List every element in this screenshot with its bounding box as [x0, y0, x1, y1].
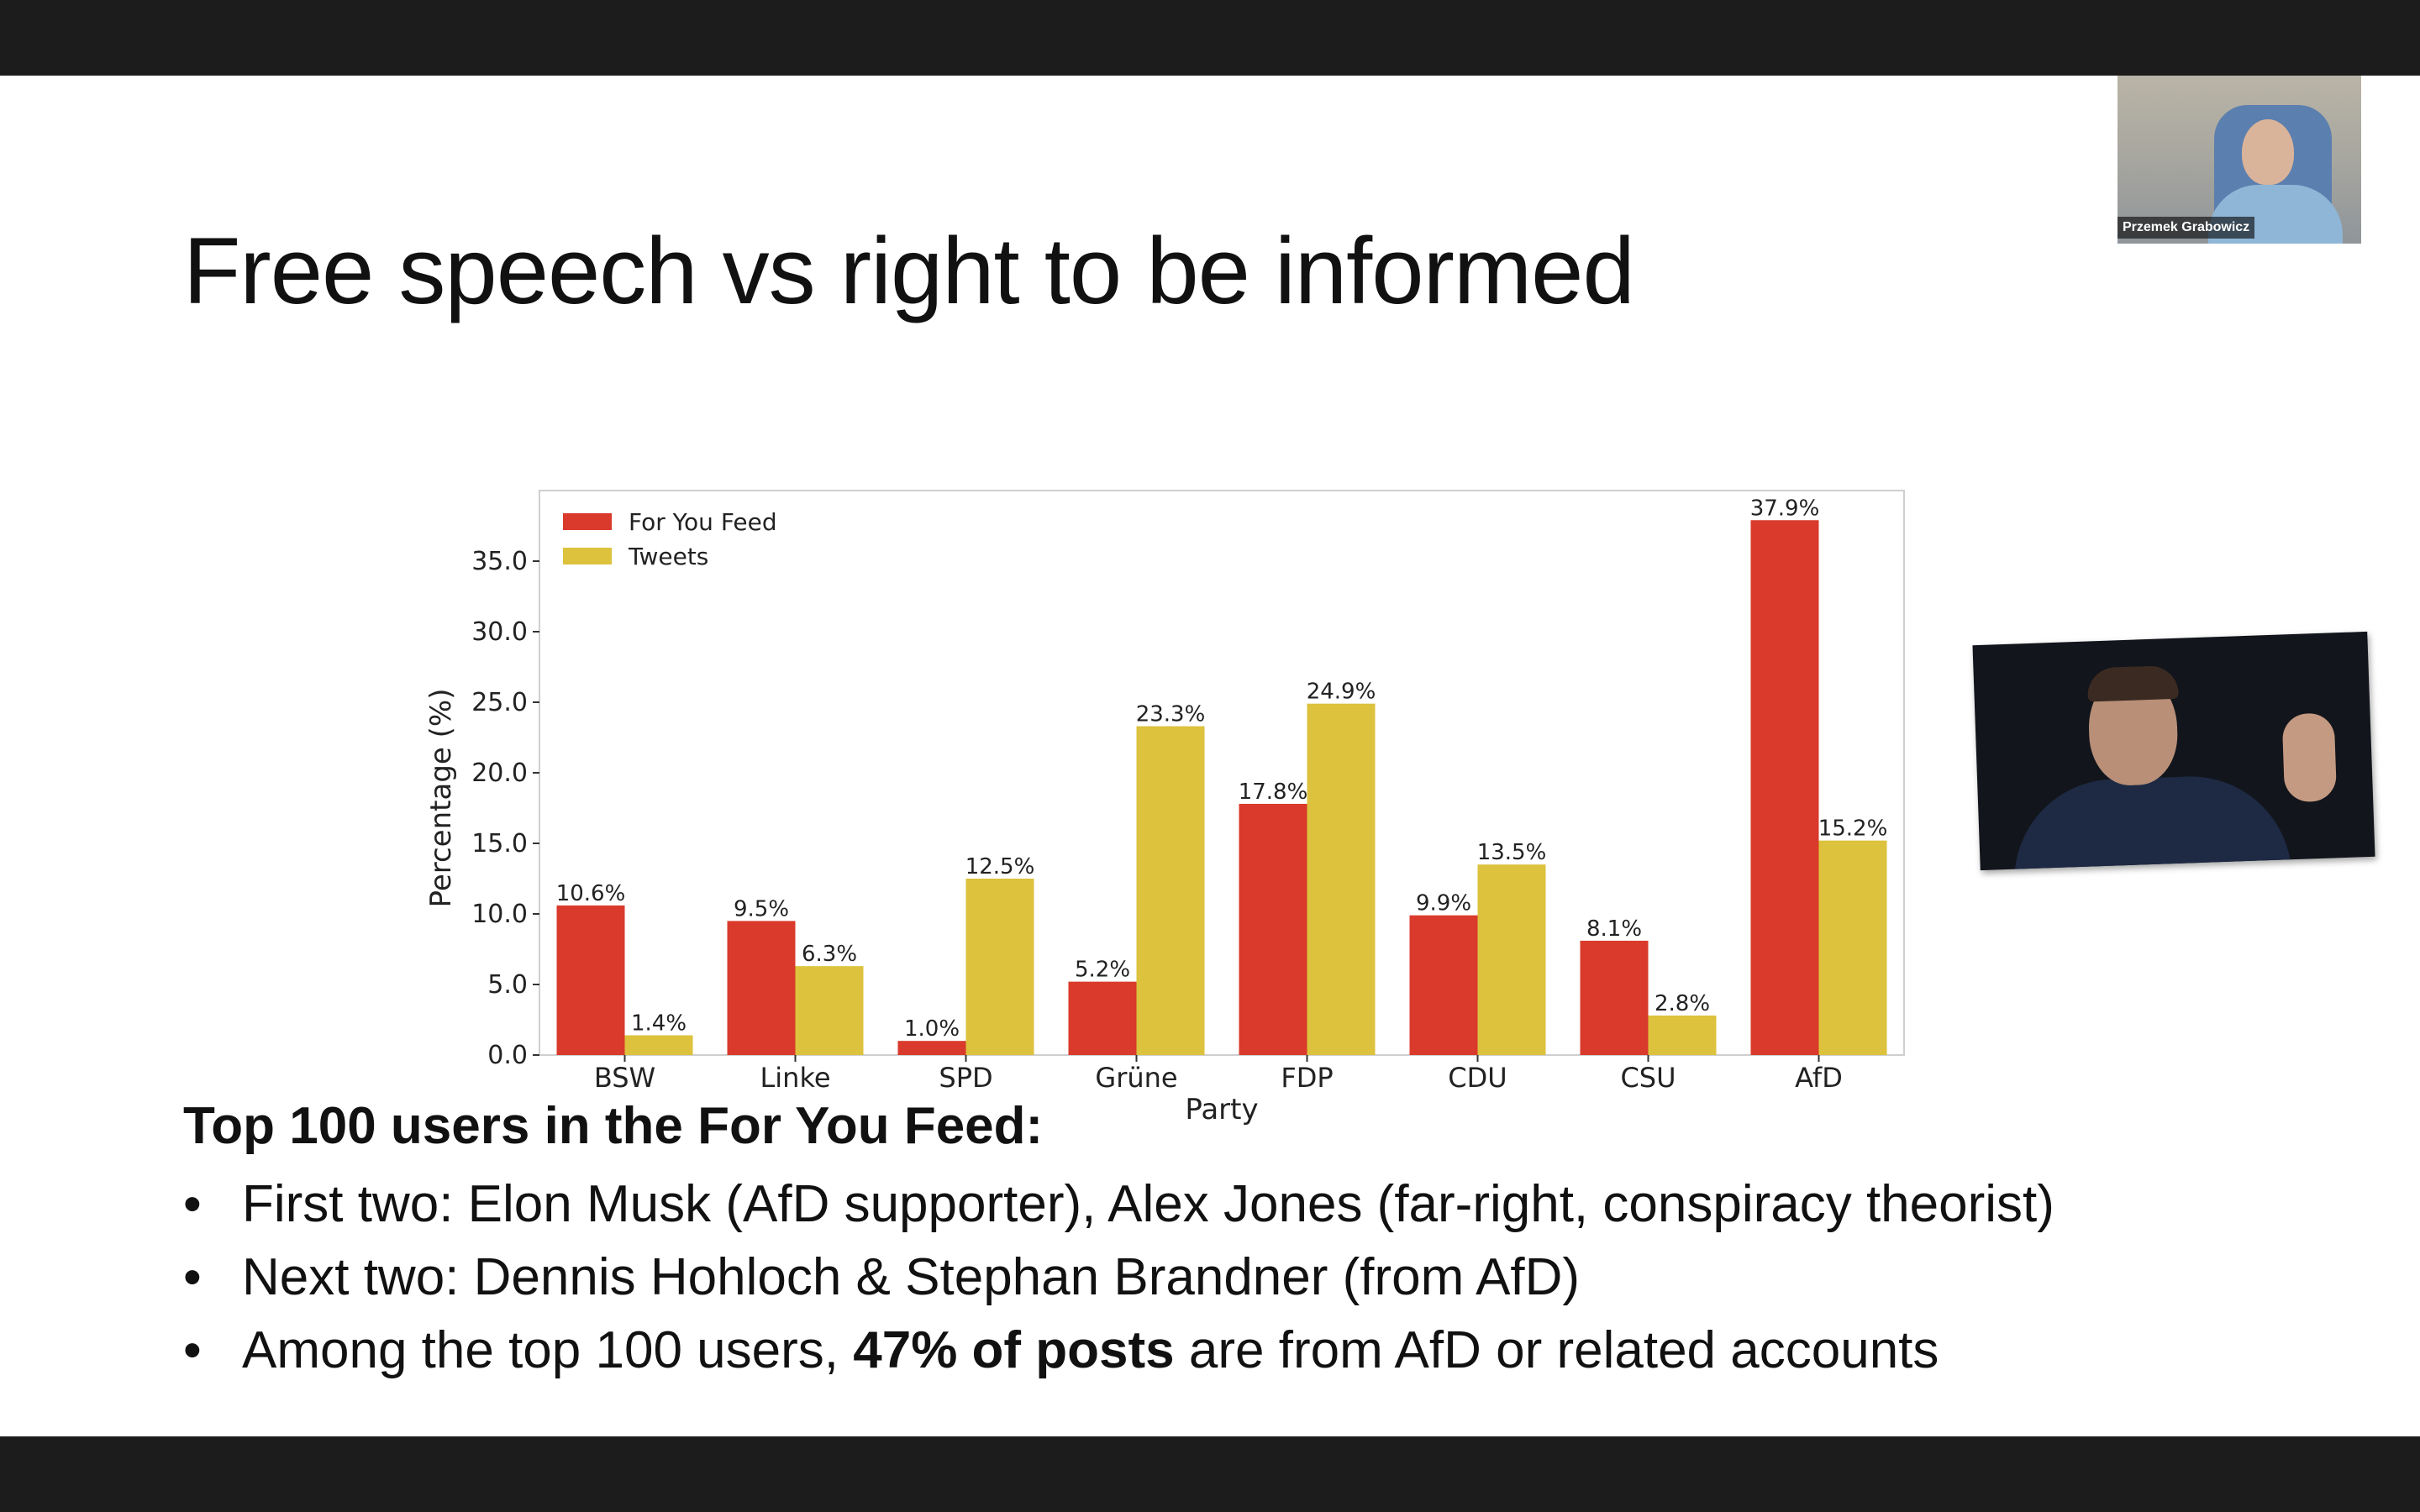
bar-for-you-feed [727, 921, 796, 1055]
data-label: 10.6% [556, 881, 626, 906]
data-label: 24.9% [1307, 680, 1376, 705]
y-tick-label: 20.0 [471, 759, 528, 788]
bar-for-you-feed [897, 1041, 966, 1055]
y-axis-label: Percentage (%) [424, 689, 458, 908]
slide-title: Free speech vs right to be informed [183, 218, 1635, 323]
bullet-text-after: are from AfD or related accounts [1174, 1321, 1939, 1379]
bullet-text: Next two: Dennis Hohloch & Stephan Brand… [242, 1248, 1581, 1306]
bar-tweets [965, 879, 1034, 1055]
bar-for-you-feed [1750, 520, 1819, 1055]
data-label: 15.2% [1818, 816, 1888, 842]
bullet-text-before: Among the top 100 users, [242, 1321, 854, 1379]
y-tick-label: 25.0 [471, 688, 528, 717]
y-tick-label: 10.0 [471, 900, 528, 929]
x-axis-label: Party [1185, 1093, 1258, 1126]
y-tick-label: 15.0 [471, 829, 528, 858]
bullet-dot: • [183, 1321, 202, 1379]
data-label: 17.8% [1239, 780, 1308, 805]
legend-label: For You Feed [629, 508, 777, 536]
data-label: 6.3% [802, 942, 857, 967]
legend-swatch [563, 548, 612, 564]
bullet-text-bold: 47% of posts [853, 1321, 1175, 1379]
bullet-item-2: • Next two: Dennis Hohloch & Stephan Bra… [183, 1241, 2054, 1314]
list-heading: Top 100 users in the For You Feed: [183, 1097, 1044, 1155]
data-label: 9.5% [734, 896, 789, 921]
bullet-item-1: • First two: Elon Musk (AfD supporter), … [183, 1168, 2054, 1241]
bar-for-you-feed [1409, 915, 1478, 1055]
bullet-dot: • [183, 1175, 202, 1233]
bar-tweets [1818, 840, 1887, 1055]
bullet-dot: • [183, 1248, 202, 1306]
data-label: 5.2% [1075, 958, 1130, 983]
bullet-text: First two: Elon Musk (AfD supporter), Al… [242, 1175, 2054, 1233]
top-letterbox [0, 0, 2420, 76]
legend-swatch [563, 513, 612, 530]
bar-tweets [1136, 726, 1205, 1055]
data-label: 12.5% [965, 854, 1035, 879]
bar-for-you-feed [556, 905, 625, 1055]
x-tick-label: CDU [1448, 1062, 1507, 1094]
bar-for-you-feed [1068, 981, 1137, 1055]
y-tick-label: 35.0 [471, 547, 528, 576]
participant-name-label: Przemek Grabowicz [2118, 217, 2255, 239]
speaker-video-tile[interactable] [2118, 76, 2361, 244]
bottom-letterbox [0, 1436, 2420, 1512]
bar-for-you-feed [1239, 803, 1307, 1055]
data-label: 2.8% [1655, 991, 1710, 1016]
y-tick-label: 30.0 [471, 617, 528, 647]
data-label: 13.5% [1477, 840, 1547, 865]
data-label: 23.3% [1136, 702, 1206, 727]
x-tick-label: SPD [939, 1062, 992, 1094]
presentation-slide: Free speech vs right to be informed 0.0 5… [0, 76, 2420, 1436]
x-tick-label: CSU [1620, 1062, 1676, 1094]
data-label: 1.0% [904, 1016, 960, 1042]
bullet-list: • First two: Elon Musk (AfD supporter), … [183, 1168, 2054, 1387]
x-tick-label: Grüne [1095, 1062, 1177, 1094]
bar-chart: 0.0 5.0 10.0 15.0 20.0 25.0 30.0 35.0 10.6% 1.4% B… [412, 403, 1975, 1142]
bar-tweets [1648, 1015, 1717, 1055]
bar-tweets [1307, 703, 1376, 1055]
y-tick-label: 5.0 [487, 970, 528, 1000]
x-tick-label: BSW [594, 1062, 655, 1094]
bullet-item-3: • Among the top 100 users, 47% of posts … [183, 1314, 2054, 1387]
x-tick-label: Linke [760, 1062, 830, 1094]
elon-musk-photo [1972, 631, 2375, 871]
data-label: 1.4% [631, 1011, 687, 1036]
bar-for-you-feed [1580, 940, 1649, 1055]
bar-tweets [795, 966, 864, 1055]
x-tick-label: FDP [1281, 1062, 1333, 1094]
data-label: 8.1% [1586, 916, 1642, 942]
data-label: 9.9% [1416, 891, 1471, 916]
bar-chart-svg: 0.0 5.0 10.0 15.0 20.0 25.0 30.0 35.0 10.6% 1.4% B… [424, 490, 1905, 1126]
data-label: 37.9% [1750, 496, 1820, 521]
x-tick-label: AfD [1795, 1062, 1843, 1094]
bar-tweets [1477, 864, 1546, 1055]
legend-label: Tweets [628, 543, 708, 570]
bar-tweets [624, 1035, 693, 1055]
y-tick-label: 0.0 [487, 1041, 528, 1070]
